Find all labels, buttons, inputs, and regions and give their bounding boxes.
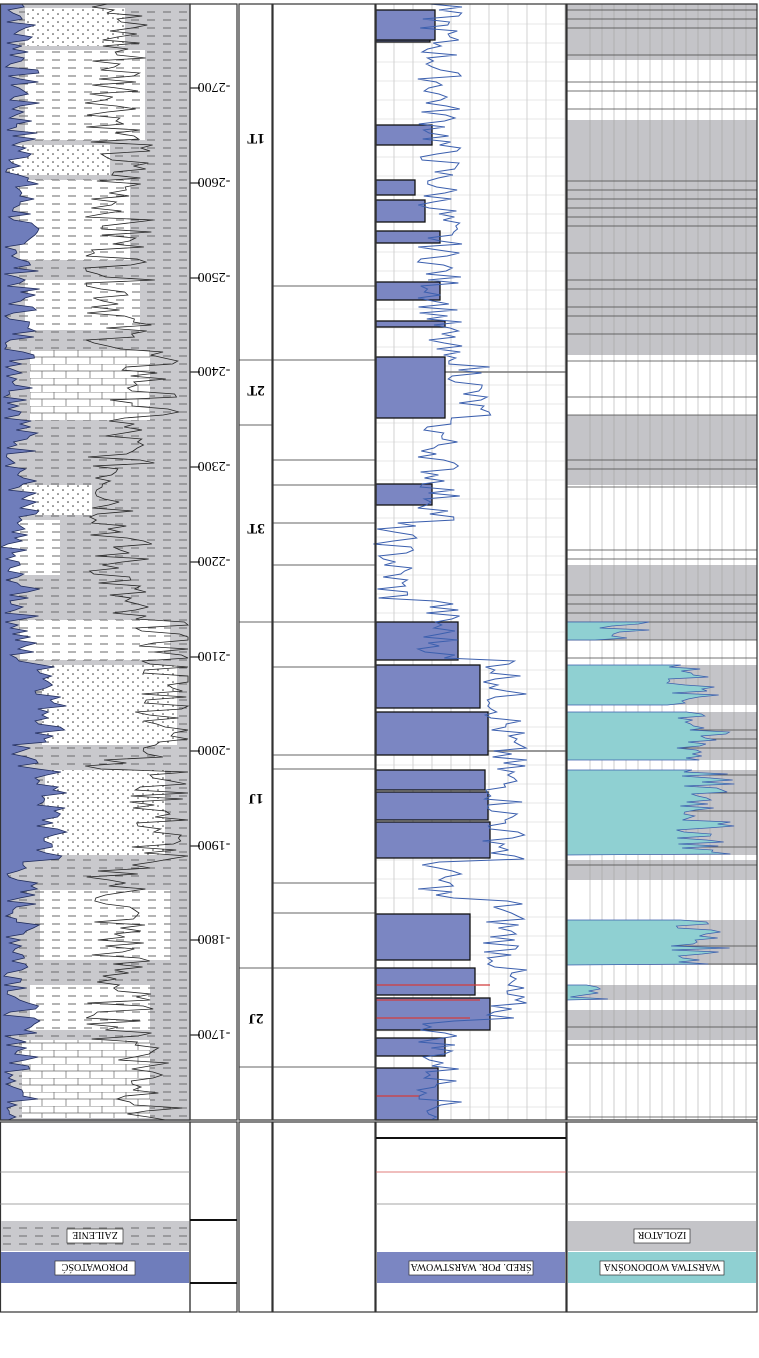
porosity-legend-label: POROWATOŚĆ	[61, 1261, 128, 1273]
layer-porosity-block	[375, 230, 441, 244]
water-layer-area	[566, 769, 735, 856]
depth-tick-label: -2200	[198, 553, 231, 568]
water-layer-area	[566, 919, 730, 966]
zone-track: 2J 1J 3T 2T 1T	[239, 3, 375, 1068]
depth-tick-label: -2000	[198, 742, 231, 757]
water-layer-area	[566, 984, 608, 1001]
shale-legend-label: ZAILENIE	[72, 1229, 118, 1240]
water-layer-track	[566, 4, 757, 1120]
zone-label: 1T	[247, 130, 265, 146]
water-layer-area	[566, 711, 731, 761]
legend-panel: ZAILENIE POROWATOŚĆ ŚRED. POR. WARSTWOWA…	[0, 1121, 758, 1313]
layer-porosity-block	[375, 356, 446, 419]
layer-porosity-track	[373, 3, 566, 1121]
lithology-bands	[0, 8, 177, 1118]
zone-label: 3T	[247, 520, 265, 536]
layer-porosity-legend-label: ŚRED. POR. WARSTWOWA	[410, 1261, 532, 1273]
depth-tick-label: -2300	[198, 458, 231, 473]
water-layer-area	[566, 621, 650, 641]
depth-tick-label: -2600	[198, 174, 231, 189]
insulator-legend-label: IZOLATOR	[637, 1229, 686, 1240]
depth-tick-label: -2500	[198, 269, 231, 284]
depth-tick-label: -1800	[198, 931, 231, 946]
layer-porosity-block	[375, 9, 436, 41]
water-layer-area	[566, 664, 719, 706]
porosity-curve	[0, 3, 69, 1121]
layer-porosity-block	[375, 1037, 446, 1057]
zone-label: 2T	[247, 382, 265, 398]
depth-tick-label: -2700	[198, 79, 231, 94]
depth-tick-label: -2100	[198, 648, 231, 663]
layer-porosity-block	[375, 913, 471, 961]
layer-porosity-block	[375, 320, 446, 328]
zone-label: 2J	[248, 1010, 264, 1026]
layer-porosity-block	[375, 791, 489, 821]
layer-porosity-block	[375, 281, 441, 301]
zone-label: 1J	[248, 790, 264, 806]
layer-porosity-block	[375, 711, 489, 756]
porosity-lithology-track	[0, 3, 190, 1121]
layer-porosity-block	[375, 179, 416, 196]
depth-track: -1700 -1800 -1900 -2000 -2100 -2200 -2300 -2400…	[190, 79, 230, 1041]
layer-porosity-block	[375, 664, 481, 709]
layer-porosity-block	[375, 199, 426, 223]
layer-porosity-block	[375, 821, 491, 859]
porosity-area	[0, 4, 67, 1120]
track-borders	[0, 3, 758, 1121]
depth-tick-label: -2400	[198, 363, 231, 378]
layer-porosity-block	[375, 997, 491, 1031]
layer-porosity-block	[375, 769, 486, 791]
layer-porosity-block	[375, 967, 476, 996]
layer-porosity-curve	[373, 3, 528, 1121]
shale-curve	[84, 3, 190, 1121]
depth-tick-label: -1900	[198, 837, 231, 852]
layer-porosity-block	[375, 124, 433, 146]
water-legend-label: WARSTWA WODONOŚNA	[603, 1261, 721, 1273]
depth-tick-label: -1700	[198, 1026, 231, 1041]
